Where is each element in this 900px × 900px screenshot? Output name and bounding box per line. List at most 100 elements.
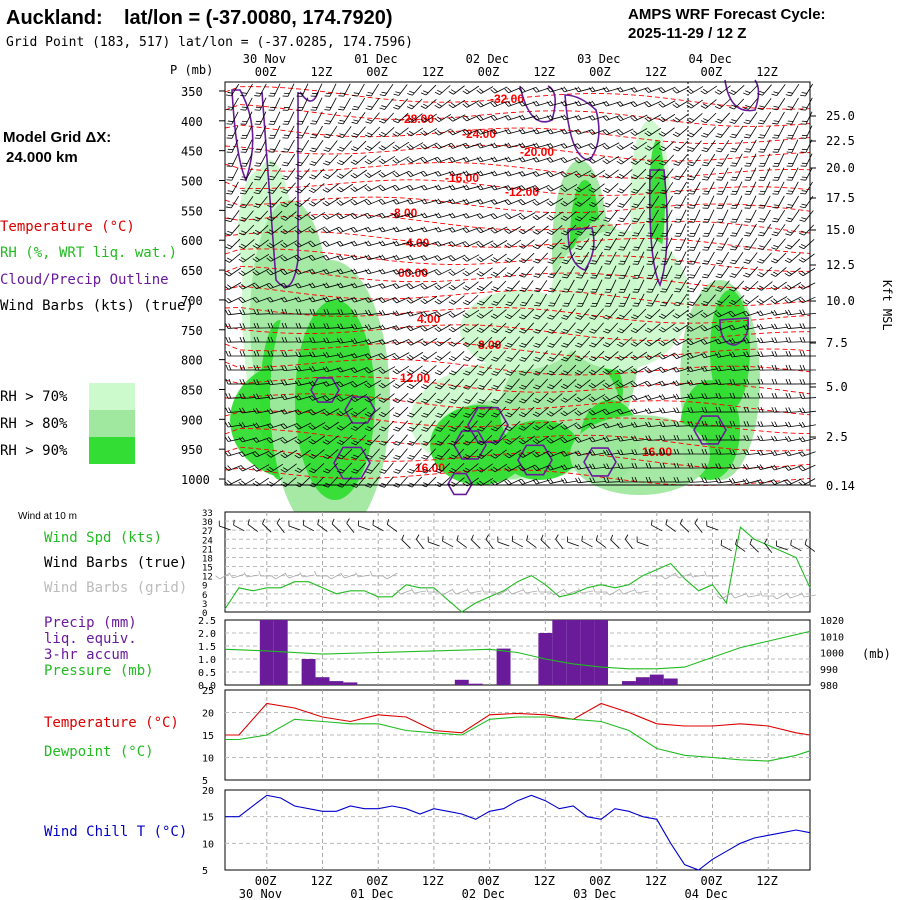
wind-barb	[518, 212, 536, 220]
wind-barb	[365, 448, 380, 460]
wind-barb	[252, 225, 269, 236]
wind-barb	[491, 336, 507, 348]
wind-barb	[590, 265, 603, 279]
wind-barb	[448, 85, 465, 95]
wind-barb	[406, 351, 424, 361]
wind-barb	[364, 170, 382, 178]
wind-barb	[603, 477, 621, 483]
wind-barb	[561, 265, 576, 279]
wind-barb	[715, 126, 730, 138]
wind-barb	[756, 478, 774, 485]
wind-barb	[616, 365, 634, 375]
wind-barb	[644, 323, 661, 333]
wind-barb	[532, 171, 550, 177]
wind-barb	[533, 364, 548, 376]
wind-barb	[226, 153, 239, 167]
wind-barb	[336, 407, 354, 417]
wind-barb-grid	[229, 573, 245, 579]
wind-barb-true	[595, 535, 607, 548]
wind-barb	[714, 98, 731, 110]
wind-barb	[631, 182, 646, 194]
y-tick-label: 9	[202, 582, 207, 592]
wind-barb	[364, 420, 381, 432]
wind-barb	[547, 364, 563, 376]
wind-barb	[406, 282, 424, 290]
wind-barb	[630, 308, 647, 320]
height-tick-label: 2.5	[826, 430, 848, 444]
wind-barb	[701, 126, 716, 138]
wind-barb	[420, 113, 437, 123]
wind-barb	[392, 170, 410, 178]
wind-barb	[659, 407, 676, 414]
wind-barb	[533, 350, 548, 362]
wind-barb	[716, 209, 729, 223]
wind-barb	[728, 324, 746, 331]
wind-barb	[673, 293, 688, 307]
wind-barb	[715, 139, 730, 153]
wind-barb	[701, 140, 716, 152]
isotherm-line	[224, 213, 811, 234]
wind-barb	[294, 449, 311, 459]
wind-barb	[448, 241, 466, 247]
wind-barb	[672, 100, 690, 108]
wind-barb	[309, 154, 324, 166]
wind-barb	[268, 111, 281, 125]
wind-barb	[602, 394, 620, 402]
wind-barb	[462, 323, 479, 333]
wind-barb	[574, 393, 592, 403]
wind-barb	[281, 308, 299, 315]
wind-barb	[688, 209, 701, 223]
wind-barb	[574, 422, 592, 430]
wind-barb	[519, 336, 534, 348]
wind-barb	[785, 224, 800, 236]
isotherm-label: 12.00	[400, 371, 430, 385]
wind-barb	[266, 436, 284, 444]
wind-barb	[490, 199, 508, 205]
wind-barb	[435, 406, 450, 418]
wind-barb	[476, 226, 494, 234]
wind-barb	[267, 322, 285, 329]
wind-barb	[504, 435, 521, 445]
wind-barb	[630, 380, 648, 388]
wind-barb	[504, 406, 521, 418]
wind-barb	[687, 477, 705, 483]
wind-barb	[743, 237, 758, 251]
wind-barb	[420, 84, 437, 96]
wind-barb	[546, 198, 564, 206]
wind-barb	[294, 211, 311, 221]
wind-barb	[546, 184, 564, 192]
wind-barb-grid	[452, 589, 468, 595]
wind-barb	[267, 336, 285, 343]
top-date-label: 02 Dec	[466, 52, 509, 66]
y-tick-label: 5	[202, 866, 208, 877]
wind-barb	[532, 421, 549, 431]
wind-barb	[574, 379, 591, 389]
wind-barb	[225, 378, 243, 385]
wind-barb	[448, 448, 465, 460]
wind-barb	[323, 140, 338, 152]
wind-barb	[532, 225, 549, 235]
wind-barb	[644, 408, 662, 414]
wind-barb	[420, 255, 438, 261]
wind-barb	[617, 463, 635, 469]
height-tick-label: 17.5	[826, 191, 855, 205]
wind-barb	[798, 464, 816, 472]
wind-barb	[758, 139, 771, 153]
wind-barb-grid	[410, 588, 426, 594]
wind-barb	[533, 322, 548, 334]
wind-barb	[462, 100, 480, 108]
wind-barb	[798, 436, 816, 443]
isotherm-line	[224, 410, 811, 435]
wind-barb	[674, 251, 687, 265]
top-date-label: 01 Dec	[354, 52, 397, 66]
wind-barb	[546, 393, 563, 403]
wind-barb	[252, 282, 270, 290]
cloud-outline	[693, 415, 727, 445]
wind-barb	[519, 364, 534, 376]
wind-barb	[799, 378, 817, 385]
wind-barb	[744, 209, 757, 223]
wind-barb	[308, 408, 326, 416]
wind-barb	[674, 279, 687, 293]
wind-barb	[729, 351, 746, 358]
wind-barb	[336, 337, 354, 344]
